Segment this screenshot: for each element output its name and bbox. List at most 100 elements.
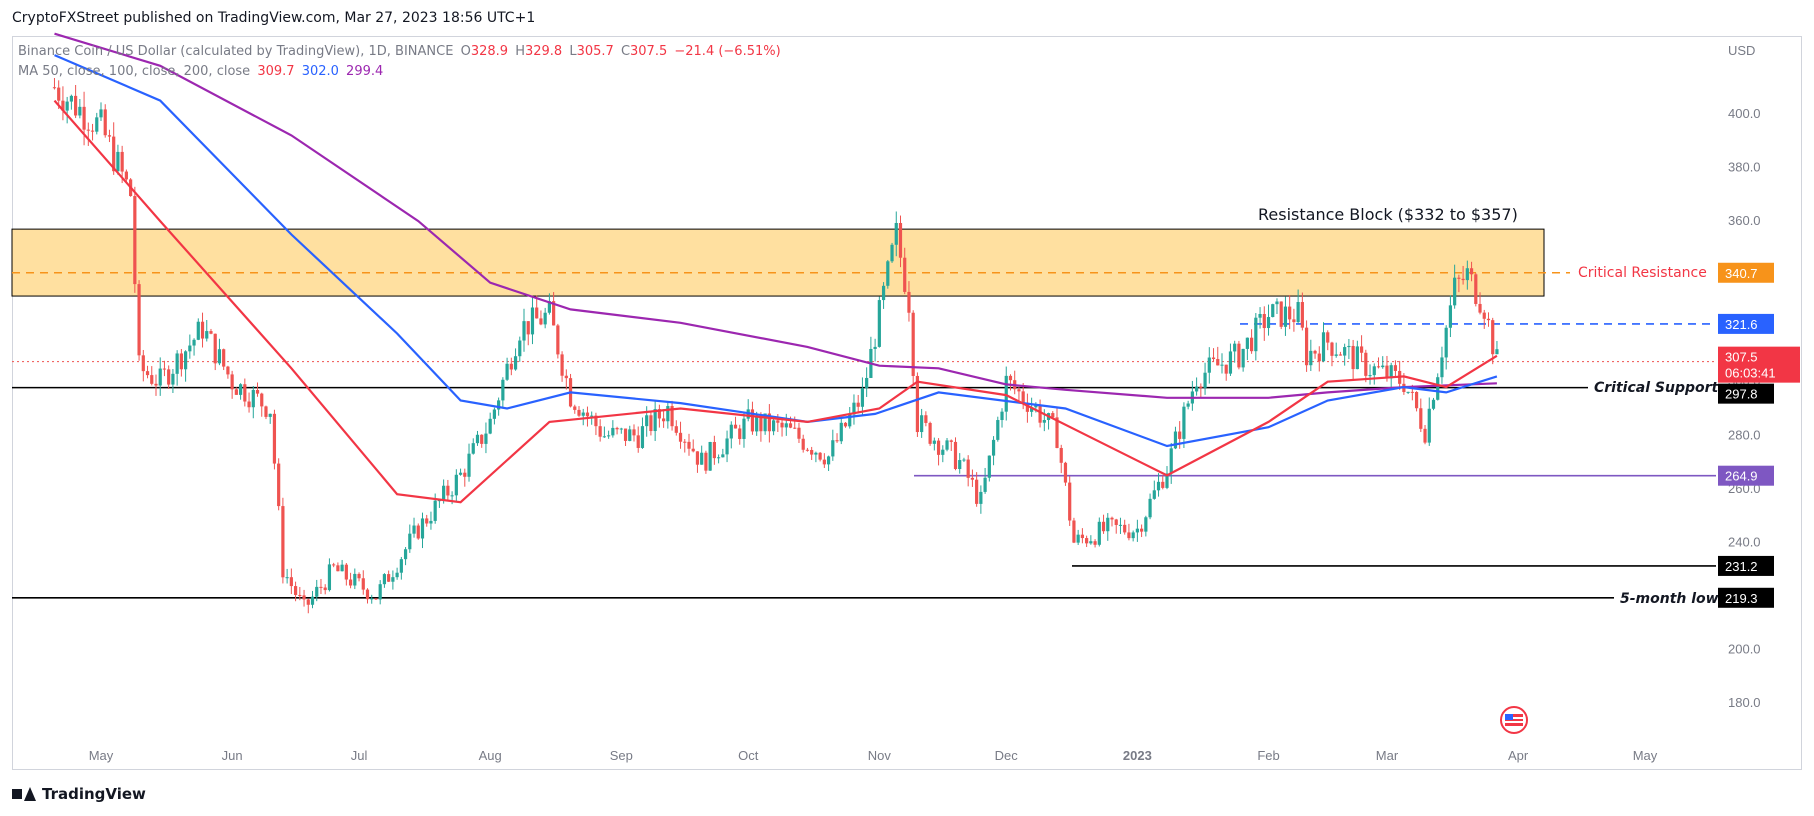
candle-body: [894, 222, 898, 245]
candle-body: [268, 413, 272, 417]
candle-body: [145, 371, 150, 376]
candle-body: [594, 415, 598, 427]
chart-frame[interactable]: [12, 36, 1802, 770]
candle-body: [1186, 403, 1190, 407]
svg-text:340.7: 340.7: [1725, 266, 1758, 281]
candle-body: [57, 87, 61, 101]
candle-body: [1089, 541, 1093, 544]
candle-body: [1385, 365, 1389, 379]
candle-body: [69, 95, 73, 102]
svg-text:231.2: 231.2: [1725, 559, 1758, 574]
candle-body: [370, 598, 374, 600]
candle-body: [814, 452, 818, 455]
candle-body: [657, 409, 661, 419]
candle-body: [302, 595, 306, 600]
candle-body: [1389, 365, 1393, 379]
candle-body: [970, 477, 975, 480]
candle-body: [865, 377, 869, 389]
candle-body: [298, 594, 302, 596]
candle-body: [116, 151, 120, 172]
candle-body: [484, 433, 488, 444]
candle-body: [615, 427, 619, 430]
five-month-low-label: 5-month low: [1620, 591, 1719, 607]
candle-body: [717, 457, 721, 459]
candle-body: [920, 415, 924, 433]
candle-body: [691, 448, 695, 452]
candle-body: [1097, 521, 1101, 545]
candle-body: [1173, 431, 1178, 449]
x-axis[interactable]: May Jun Jul Aug Sep Oct Nov Dec 2023 Feb Mar Apr May: [89, 748, 1658, 763]
candle-body: [788, 423, 793, 428]
candle-body: [1127, 532, 1131, 539]
x-tick-label: Jul: [351, 748, 368, 763]
x-tick-label: May: [1633, 748, 1658, 763]
candle-body: [518, 340, 522, 357]
candle-body: [886, 261, 890, 286]
candle-body: [911, 312, 915, 376]
candle-body: [839, 422, 843, 442]
x-tick-label: Aug: [479, 748, 502, 763]
candle-body: [1431, 399, 1436, 409]
svg-text:297.8: 297.8: [1725, 387, 1758, 402]
candle-body: [1288, 306, 1292, 320]
candle-body: [348, 579, 353, 586]
candle-body: [666, 406, 670, 422]
tradingview-brand[interactable]: TradingView: [12, 785, 146, 803]
x-tick-label: Dec: [995, 748, 1019, 763]
ma200-value: 299.4: [346, 64, 384, 79]
us-flag-icon[interactable]: [1500, 706, 1528, 734]
candle-body: [662, 418, 666, 422]
x-tick-label: Apr: [1508, 748, 1529, 763]
candle-body: [285, 577, 289, 579]
candle-body: [1474, 274, 1478, 304]
candle-body: [535, 307, 539, 319]
candle-body: [450, 495, 454, 497]
candle-body: [771, 420, 776, 432]
ma50-value: 309.7: [257, 64, 295, 79]
candle-body: [670, 406, 674, 427]
candle-body: [653, 409, 657, 432]
candle-body: [353, 573, 357, 586]
candle-body: [1376, 366, 1381, 368]
candle-body: [361, 578, 365, 590]
candle-body: [619, 428, 623, 430]
candle-body: [336, 565, 340, 572]
candle-body: [399, 559, 403, 573]
countdown-timer: 06:03:41: [1725, 366, 1776, 381]
candle-body: [890, 244, 894, 262]
candle-body: [945, 440, 949, 450]
candle-body: [260, 393, 264, 407]
candle-body: [843, 422, 848, 427]
candle-body: [171, 373, 175, 385]
candle-body: [848, 414, 852, 427]
candle-body: [442, 485, 446, 501]
resistance-block-zone: [11, 228, 1545, 297]
currency-label: USD: [1728, 43, 1755, 58]
candle-body: [623, 428, 628, 441]
y-tick-label: 180.0: [1728, 695, 1761, 710]
y-tick-label: 200.0: [1728, 641, 1761, 656]
candle-body: [602, 436, 606, 438]
candle-body: [1359, 346, 1364, 353]
candle-body: [852, 402, 856, 415]
x-tick-label: Jun: [222, 748, 243, 763]
candle-body: [1021, 391, 1025, 403]
candle-body: [552, 301, 556, 326]
candle-body: [1296, 302, 1300, 323]
candle-body: [958, 460, 962, 470]
price-chart[interactable]: 180.0200.0220.0240.0260.0280.0300.0320.0…: [0, 0, 1814, 780]
candle-body: [1364, 352, 1368, 376]
high-label: H: [515, 44, 525, 59]
candle-body: [1254, 317, 1258, 352]
candle-body: [103, 109, 107, 136]
candle-body: [344, 564, 348, 580]
y-axis[interactable]: 180.0200.0220.0240.0260.0280.0300.0320.0…: [1728, 106, 1761, 710]
x-tick-label: 2023: [1123, 748, 1152, 763]
candle-body: [649, 415, 653, 432]
candle-body: [230, 374, 234, 390]
y-tick-label: 240.0: [1728, 534, 1761, 549]
candle-body: [213, 333, 217, 364]
candle-body: [695, 451, 700, 465]
candle-body: [1448, 305, 1453, 328]
candle-body: [526, 321, 530, 335]
